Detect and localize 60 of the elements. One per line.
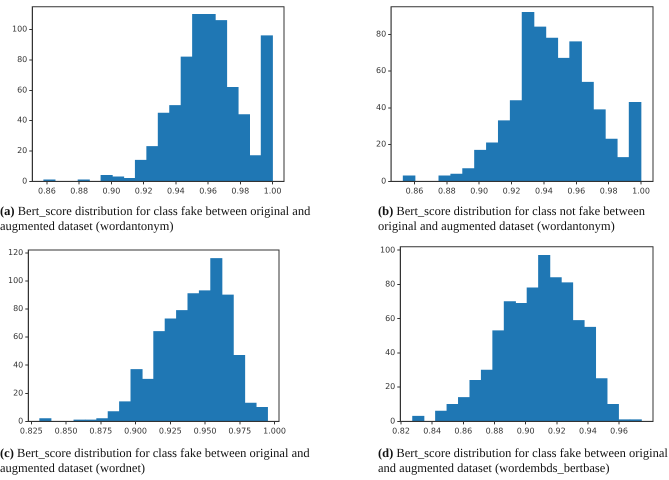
y-tick-label: 0 [18,416,24,426]
x-tick-label: 1.00 [264,186,282,196]
y-tick-label: 60 [385,314,396,323]
x-tick-label: 0.86 [38,186,56,196]
y-tick-label: 120 [8,248,24,257]
x-tick-label: 0.975 [228,426,252,436]
y-tick-label: 0 [381,176,386,186]
y-tick-label: 20 [17,146,28,156]
x-tick-label: 0.84 [423,426,442,436]
y-tick-label: 60 [17,85,28,94]
x-tick-label: 0.90 [470,186,488,196]
text: (b) Bert_score distribution for class not fake between original and augmented dataset (wordantonym) [378,204,646,234]
x-tick-label: 0.900 [124,426,148,436]
x-tick-label: 0.98 [231,186,250,196]
x-tick-label: 0.90 [102,186,120,196]
x-tick-label: 0.88 [438,186,456,196]
x-tick-label: 0.94 [166,186,185,196]
x-tick-label: 0.94 [535,186,553,196]
text: (c) Bert_score distribution for class fake between original and augmented dataset (wordnet) [0,446,311,476]
x-tick-label: 0.850 [54,426,78,436]
y-tick-label: 40 [17,116,28,125]
y-tick-label: 0 [390,416,396,426]
x-tick-label: 0.96 [199,186,217,196]
y-tick-label: 80 [13,304,24,314]
x-tick-label: 0.925 [158,426,182,436]
y-tick-label: 40 [13,360,24,370]
y-tick-label: 80 [17,55,28,64]
x-tick-label: 1.00 [632,186,650,196]
x-tick-label: 1.000 [263,426,286,436]
x-tick-label: 0.90 [516,426,535,436]
y-tick-label: 20 [13,388,24,398]
x-tick-label: 0.88 [70,186,88,196]
x-tick-label: 0.86 [454,426,472,436]
y-tick-label: 80 [376,29,386,38]
y-tick-label: 60 [376,66,386,76]
y-tick-label: 20 [385,382,396,392]
text: (a) Bert_score distribution for class fake between original and augmented dataset (wordantonym) [0,204,312,234]
y-tick-label: 100 [8,276,24,285]
x-tick-label: 0.92 [134,186,153,196]
y-tick-label: 0 [22,176,28,186]
x-tick-label: 0.875 [89,426,112,436]
x-tick-label: 0.88 [486,426,504,436]
text: (d) Bert_score distribution for class fake between original and augmented dataset (wordembds_bertbase) [378,446,668,476]
x-tick-label: 0.96 [567,186,586,196]
x-tick-label: 0.92 [502,186,520,196]
y-tick-label: 100 [12,24,28,34]
x-tick-label: 0.950 [194,426,217,436]
x-tick-label: 0.92 [548,426,566,436]
x-tick-label: 0.94 [579,426,597,436]
x-tick-label: 0.96 [610,426,628,436]
x-tick-label: 0.86 [406,186,424,196]
y-tick-label: 100 [380,245,396,254]
x-tick-label: 0.825 [20,426,43,436]
y-tick-label: 20 [376,140,386,149]
y-tick-label: 60 [13,332,24,342]
x-tick-label: 0.98 [600,186,618,196]
x-tick-label: 0.82 [392,426,410,436]
y-tick-label: 80 [385,280,396,289]
y-tick-label: 40 [376,102,386,112]
y-tick-label: 40 [385,348,396,358]
